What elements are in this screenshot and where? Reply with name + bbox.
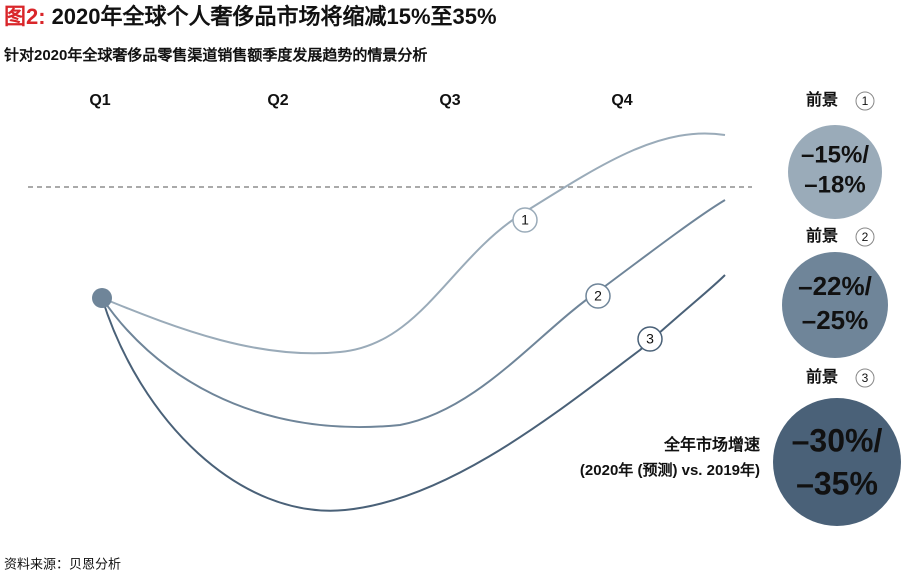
figure-label: 图2: [4,4,46,29]
source: 资料来源：贝恩分析 [4,556,121,571]
scenario-name: 前景 [806,367,838,386]
scenario-number: 2 [862,230,869,244]
scenario-value: –15%/ [801,141,869,168]
quarter-label: Q2 [267,92,288,109]
curve-number: 1 [521,212,529,228]
curve-label: 3 [637,326,663,352]
scenario-circle [782,252,888,358]
scenario-circle [788,125,882,219]
annotation: (2020年 (预测) vs. 2019年) [580,461,760,479]
scenario-number: 1 [862,94,869,108]
annotation: 全年市场增速 [663,435,760,454]
curve-label: 2 [585,283,611,309]
scenario-badge [855,91,875,111]
curve-number: 2 [594,288,602,304]
quarter-label: Q3 [439,92,460,109]
subtitle: 针对2020年全球奢侈品零售渠道销售额季度发展趋势的情景分析 [4,46,427,64]
scenario-name: 前景 [806,90,838,109]
title: 图2: 2020年全球个人奢侈品市场将缩减15%至35% [4,4,497,29]
scenario-value: –35% [796,465,878,501]
quarter-label: Q1 [89,92,110,109]
scenario-value: –25% [802,305,869,335]
scenario-circle [773,398,901,526]
title-text: 2020年全球个人奢侈品市场将缩减15%至35% [52,4,497,29]
curve-number: 3 [646,331,654,347]
scenario-badge [855,227,875,247]
scenario-badge [855,368,875,388]
quarter-label: Q4 [611,92,632,109]
start-dot [92,288,112,308]
scenario-value: –22%/ [798,271,872,301]
curve-2 [101,199,726,429]
scenario-number: 3 [862,371,869,385]
curve-3 [101,274,726,512]
scenario-value: –30%/ [792,422,883,458]
scenario-name: 前景 [806,226,838,245]
curve-1 [101,132,726,355]
scenario-value: –18% [804,171,865,198]
curve-label: 1 [512,207,538,233]
